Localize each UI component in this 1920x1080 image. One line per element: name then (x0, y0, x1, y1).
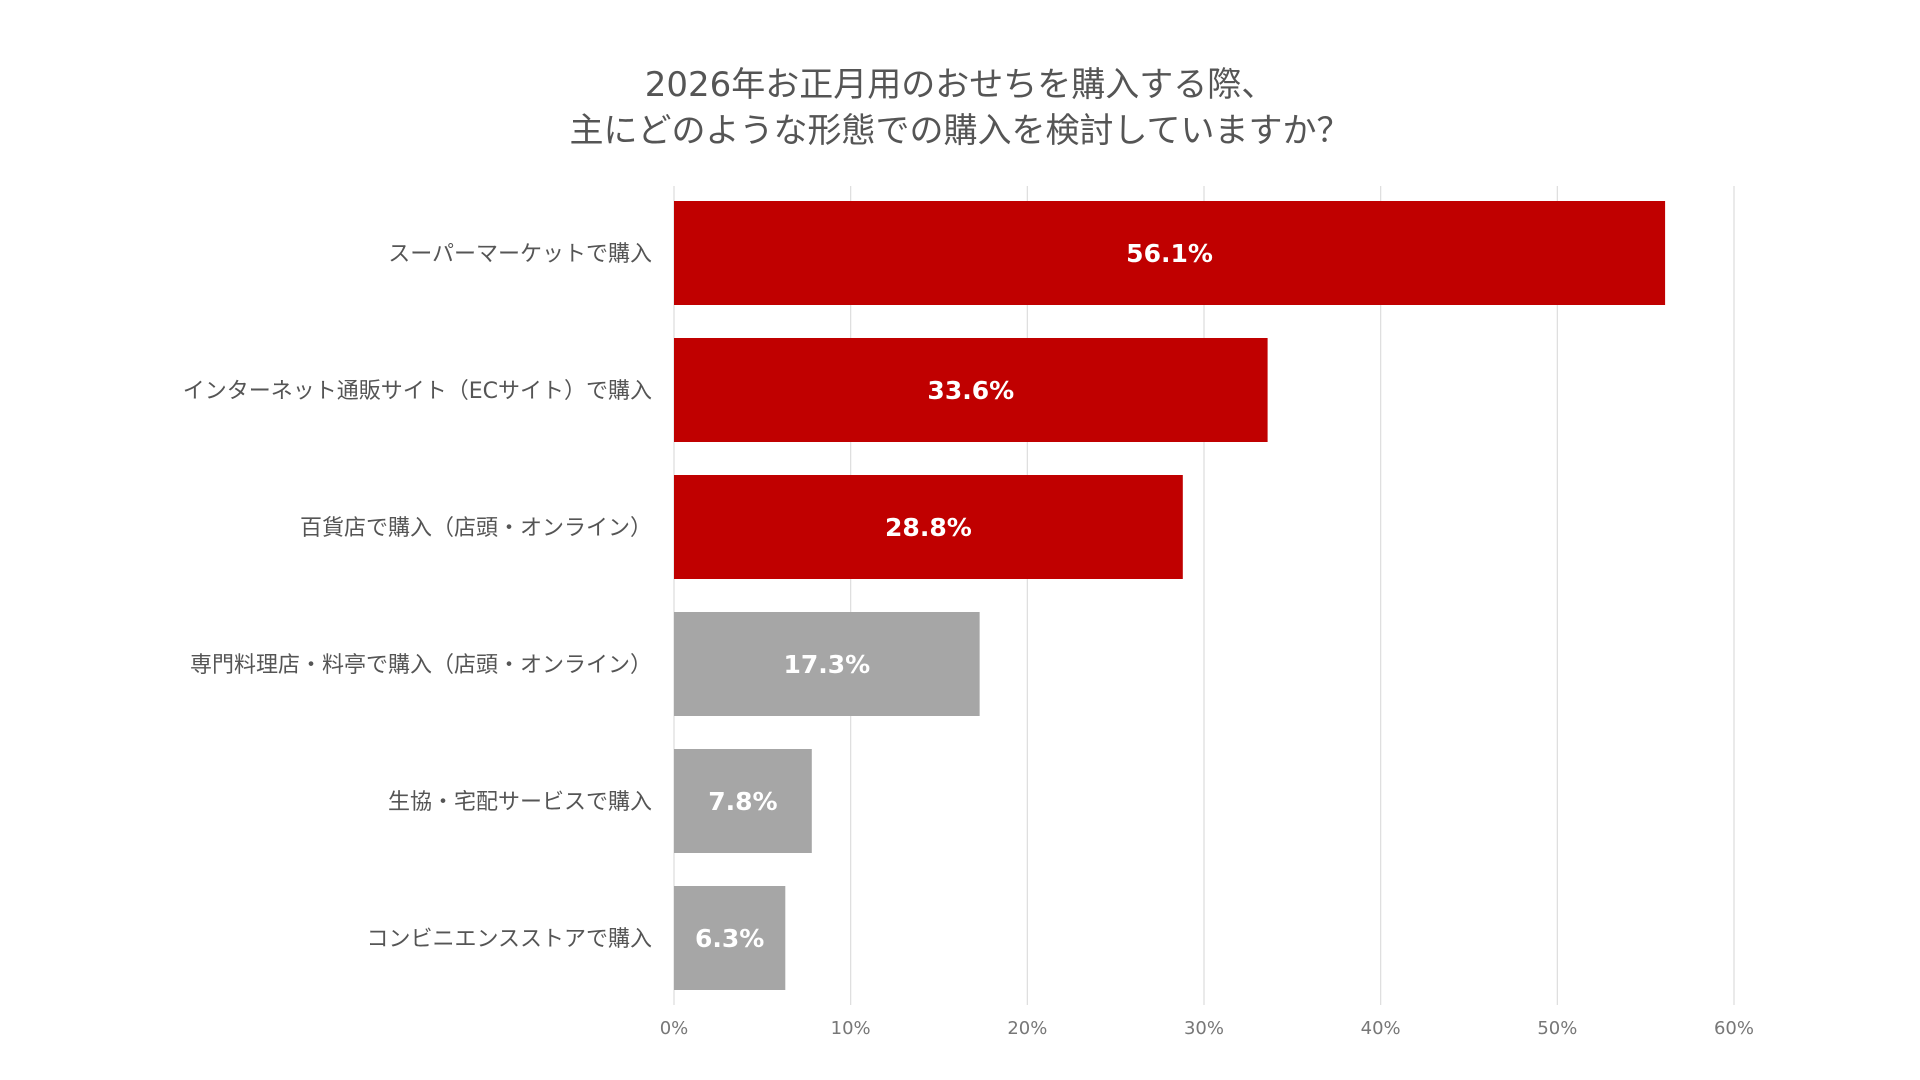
bar (674, 338, 1268, 442)
bar (674, 749, 812, 853)
category-label: 生協・宅配サービスで購入 (388, 790, 652, 815)
category-label: コンビニエンスストアで購入 (366, 927, 652, 952)
data-label: 7.8% (708, 787, 777, 816)
chart-title-line-2: 主にどのような形態での購入を検討していますか？ (569, 111, 1351, 151)
category-label: 百貨店で購入（店頭・オンライン） (300, 516, 652, 541)
x-tick-label: 60% (1714, 1018, 1754, 1039)
bar (674, 201, 1666, 305)
data-label: 56.1% (1126, 239, 1213, 268)
x-tick-label: 20% (1007, 1018, 1047, 1039)
category-label: インターネット通販サイト（ECサイト）で購入 (183, 379, 652, 404)
category-label: スーパーマーケットで購入 (388, 242, 652, 267)
x-tick-label: 30% (1184, 1018, 1224, 1039)
bar (674, 612, 980, 716)
data-label: 28.8% (885, 513, 972, 542)
data-label: 17.3% (783, 650, 870, 679)
x-tick-label: 50% (1537, 1018, 1577, 1039)
x-tick-label: 40% (1361, 1018, 1401, 1039)
data-label: 33.6% (927, 376, 1014, 405)
x-tick-label: 10% (831, 1018, 871, 1039)
data-label: 6.3% (695, 924, 764, 953)
chart-title-line-1: 2026年お正月用のおせちを購入する際、 (644, 65, 1276, 105)
chart-title: 2026年お正月用のおせちを購入する際、 主にどのような形態での購入を検討してい… (0, 62, 1920, 154)
x-tick-label: 0% (660, 1018, 689, 1039)
bar (674, 886, 786, 990)
bar (674, 475, 1183, 579)
category-label: 専門料理店・料亭で購入（店頭・オンライン） (190, 653, 652, 678)
